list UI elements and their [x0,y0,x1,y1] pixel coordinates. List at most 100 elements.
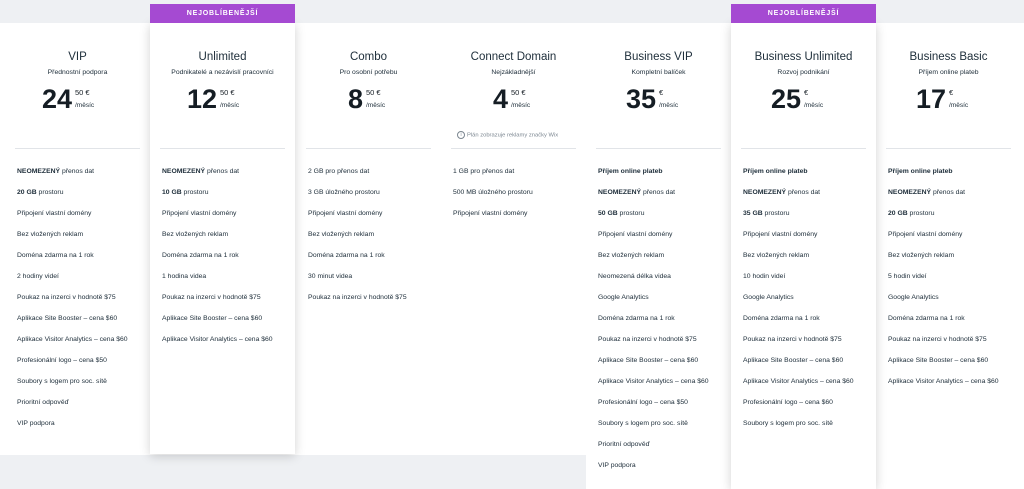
feature-item: 1 GB pro přenos dat [453,167,580,176]
feature-item: Poukaz na inzerci v hodnotě $75 [888,335,1015,344]
feature-text: 30 minut videa [308,273,353,280]
feature-highlight: 20 GB [888,210,908,217]
plan-subtitle: Přednostní podpora [47,69,108,76]
price-amount: 24 [41,84,72,114]
feature-text: 2 GB pro přenos dat [308,168,370,175]
feature-item: Doména zdarma na 1 rok [598,314,725,323]
feature-item: Bez vložených reklam [17,230,144,239]
plan-card-connect-domain[interactable]: Connect Domain Nejzákladnější 4 50 € /mě… [441,23,586,455]
plan-price: 25 € /měsíc [731,82,876,122]
plan-name: Business VIP [624,51,693,63]
feature-item: Připojení vlastní domény [598,230,725,239]
feature-text: VIP podpora [598,462,636,469]
feature-text: přenos dat [60,168,95,175]
price-cents: 50 € [511,88,526,97]
feature-text: Profesionální logo – cena $60 [743,399,833,406]
feature-item: NEOMEZENÝ přenos dat [888,188,1015,197]
feature-list: Příjem online plateb NEOMEZENÝ přenos dat… [743,167,870,440]
feature-text: Připojení vlastní domény [598,231,673,238]
divider [596,148,721,149]
divider [160,148,285,149]
feature-text: Aplikace Visitor Analytics – cena $60 [162,336,273,343]
plan-subtitle: Příjem online plateb [918,69,979,76]
feature-item: NEOMEZENÝ přenos dat [17,167,144,176]
feature-item: NEOMEZENÝ přenos dat [743,188,870,197]
feature-text: Poukaz na inzerci v hodnotě $75 [888,336,987,343]
feature-text: Poukaz na inzerci v hodnotě $75 [162,294,261,301]
feature-item: Připojení vlastní domény [743,230,870,239]
price-cents: € [949,88,954,97]
feature-text: Aplikace Visitor Analytics – cena $60 [888,378,999,385]
feature-highlight: Příjem online plateb [743,168,808,175]
plan-subtitle: Rozvoj podnikání [777,69,830,76]
price-period: /měsíc [220,102,240,109]
feature-text: Doména zdarma na 1 rok [743,315,820,322]
feature-item: Bez vložených reklam [743,251,870,260]
plan-name: Combo [349,51,388,63]
feature-item: Aplikace Site Booster – cena $60 [162,314,289,323]
price-period: /měsíc [659,102,679,109]
plan-card-combo[interactable]: Combo Pro osobní potřebu 8 50 € /měsíc 2… [296,23,441,455]
feature-highlight: 20 GB [17,189,37,196]
plan-subtitle: Nejzákladnější [491,69,536,76]
feature-item: 10 hodin videí [743,272,870,281]
feature-text: Bez vložených reklam [308,231,375,238]
feature-text: Doména zdarma na 1 rok [888,315,965,322]
feature-text: 5 hodin videí [888,273,927,280]
feature-item: Profesionální logo – cena $50 [17,356,144,365]
feature-item: VIP podpora [598,461,725,470]
price-cents: 50 € [366,88,381,97]
feature-item: Doména zdarma na 1 rok [743,314,870,323]
feature-item: Aplikace Visitor Analytics – cena $60 [598,377,725,386]
feature-text: přenos dat [205,168,240,175]
feature-list: Příjem online plateb NEOMEZENÝ přenos dat… [598,167,725,482]
feature-item: 1 hodina videa [162,272,289,281]
feature-item: Neomezená délka videa [598,272,725,281]
divider [15,148,140,149]
plan-card-business-unlimited[interactable]: NEJOBLÍBENĚJŠÍ Business Unlimited Rozvoj… [731,4,876,489]
feature-text: Soubory s logem pro soc. sítě [743,420,833,427]
feature-text: Doména zdarma na 1 rok [598,315,675,322]
feature-text: Poukaz na inzerci v hodnotě $75 [598,336,697,343]
plan-card-business-vip[interactable]: Business VIP Kompletní balíček 35 € /měs… [586,23,731,489]
feature-text: Aplikace Site Booster – cena $60 [162,315,263,322]
info-icon: i [457,131,465,139]
price-period: /měsíc [804,102,824,109]
feature-text: Prioritní odpověď [17,399,69,406]
plan-card-business-basic[interactable]: Business Basic Příjem online plateb 17 €… [876,23,1021,489]
feature-item: 10 GB prostoru [162,188,289,197]
feature-item: 3 GB úložného prostoru [308,188,435,197]
feature-list: NEOMEZENÝ přenos dat 10 GB prostoru Připoj… [162,167,289,356]
feature-item: Aplikace Visitor Analytics – cena $60 [17,335,144,344]
feature-item: Profesionální logo – cena $50 [598,398,725,407]
plan-card-vip[interactable]: VIP Přednostní podpora 24 50 € /měsíc NE… [5,23,150,455]
feature-item: VIP podpora [17,419,144,428]
feature-item: 20 GB prostoru [888,209,1015,218]
feature-list: 1 GB pro přenos dat 500 MB úložného prost… [453,167,580,230]
price-period: /měsíc [949,102,969,109]
feature-item: Připojení vlastní domény [453,209,580,218]
feature-highlight: NEOMEZENÝ [17,168,61,175]
feature-item: Soubory s logem pro soc. sítě [17,377,144,386]
feature-item: Aplikace Site Booster – cena $60 [598,356,725,365]
plan-name: VIP [68,51,87,63]
feature-item: Poukaz na inzerci v hodnotě $75 [17,293,144,302]
feature-item: Soubory s logem pro soc. sítě [598,419,725,428]
feature-item: Aplikace Site Booster – cena $60 [888,356,1015,365]
feature-item: Připojení vlastní domény [308,209,435,218]
feature-text: Připojení vlastní domény [17,210,92,217]
plan-price: 12 50 € /měsíc [150,82,295,122]
feature-text: Profesionální logo – cena $50 [17,357,107,364]
popular-badge: NEJOBLÍBENĚJŠÍ [731,4,876,23]
feature-item: Google Analytics [888,293,1015,302]
feature-item: Bez vložených reklam [598,251,725,260]
feature-item: Bez vložených reklam [888,251,1015,260]
feature-text: Připojení vlastní domény [888,231,963,238]
feature-text: přenos dat [641,189,676,196]
feature-item: 50 GB prostoru [598,209,725,218]
feature-item: NEOMEZENÝ přenos dat [162,167,289,176]
feature-text: Připojení vlastní domény [308,210,383,217]
feature-highlight: NEOMEZENÝ [598,189,642,196]
price-period: /měsíc [511,102,531,109]
plan-card-unlimited[interactable]: NEJOBLÍBENĚJŠÍ Unlimited Podnikatelé a n… [150,4,295,454]
